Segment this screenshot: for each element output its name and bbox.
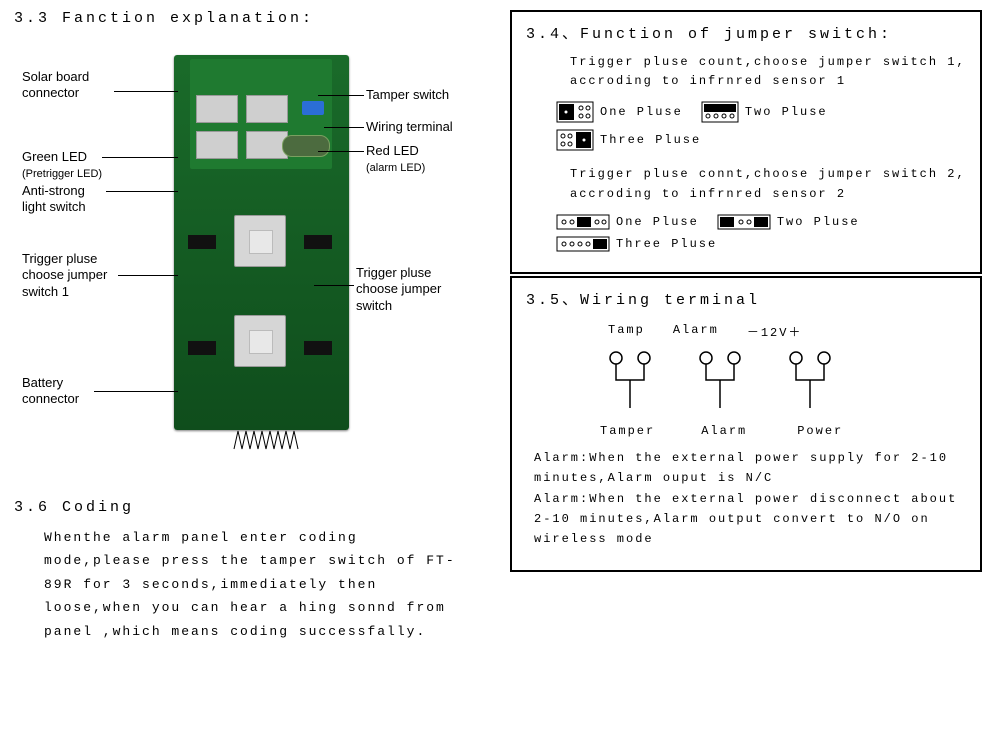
box-34: 3.4、Function of jumper switch: Trigger p… xyxy=(510,10,982,274)
wire-bot-alarm: Alarm xyxy=(701,424,747,438)
j2-row2: Three Pluse xyxy=(556,236,966,252)
section-36-title: 3.6 Coding xyxy=(14,499,490,516)
wire-bot-tamper: Tamper xyxy=(600,424,655,438)
section-33-title: 3.3 Fanction explanation: xyxy=(14,10,490,27)
jumper-icon xyxy=(556,214,610,230)
jumper-icon xyxy=(701,101,739,123)
label-redled: Red LED (alarm LED) xyxy=(366,143,425,176)
wire-top-alarm: Alarm xyxy=(673,323,719,340)
wire-bot-power: Power xyxy=(797,424,843,438)
box-35: 3.5、Wiring terminal Tamp Alarm －12V＋ xyxy=(510,276,982,572)
label-greenled: Green LED (Pretrigger LED) xyxy=(22,149,102,182)
wiring-diagram: Tamp Alarm －12V＋ xyxy=(566,323,966,438)
label-wiring: Wiring terminal xyxy=(366,119,453,135)
j2-row1: One Pluse Two Pluse xyxy=(556,214,966,230)
pcb-diagram: Solar board connector Green LED (Pretrig… xyxy=(14,35,474,455)
label-tamper: Tamper switch xyxy=(366,87,449,103)
j1-row2: Three Pluse xyxy=(556,129,966,151)
desc2: Trigger pluse connt,choose jumper switch… xyxy=(570,165,966,203)
j1-row1: One Pluse Two Pluse xyxy=(556,101,966,123)
alarm-note-2: Alarm:When the external power disconnect… xyxy=(526,489,966,550)
jumper-icon xyxy=(717,214,771,230)
desc1: Trigger pluse count,choose jumper switch… xyxy=(570,53,966,91)
coding-text: Whenthe alarm panel enter coding mode,pl… xyxy=(44,526,464,643)
section-35-title: 3.5、Wiring terminal xyxy=(526,288,966,309)
label-solar: Solar board connector xyxy=(22,69,89,102)
jumper-icon xyxy=(556,101,594,123)
wire-top-12v: －12V＋ xyxy=(747,323,803,340)
jumper-icon xyxy=(556,129,594,151)
wire-top-tamp: Tamp xyxy=(608,323,645,340)
label-battery: Battery connector xyxy=(22,375,79,408)
jumper-icon xyxy=(556,236,610,252)
alarm-note-1: Alarm:When the external power supply for… xyxy=(526,448,966,489)
label-trigger1: Trigger pluse choose jumper switch 1 xyxy=(22,251,107,300)
section-34-title: 3.4、Function of jumper switch: xyxy=(526,22,966,43)
label-trigger2: Trigger pluse choose jumper switch xyxy=(356,265,441,314)
label-antistrong: Anti-strong light switch xyxy=(22,183,86,216)
